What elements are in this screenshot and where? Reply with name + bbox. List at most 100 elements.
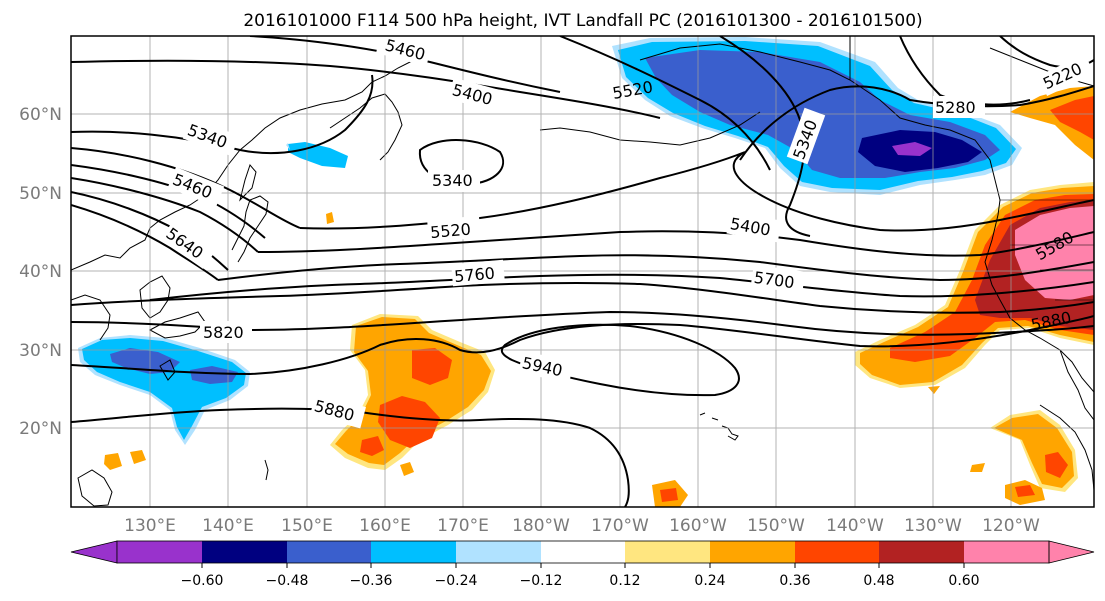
coastline-usa-west [984,214,1094,393]
coastline-philippines [77,469,113,507]
colorbar-bin [879,541,964,563]
lon-label: 130°E [124,516,176,536]
coastline-japan [231,195,269,263]
colorbar-outline [116,540,1050,564]
contour-5280-east [899,36,1031,106]
colorbar-tick-label: 0.48 [863,573,894,589]
positive-anomaly-small-2 [130,450,146,464]
positive-anomaly-small-3 [326,212,334,224]
lon-label: 150°W [747,516,805,536]
contour-5760-main [71,281,1094,314]
colorbar-bin [625,541,710,563]
colorbar-bin [456,541,541,563]
colorbar-bin [371,541,456,563]
negative-anomaly-subtropical-blue2 [190,366,238,384]
negative-anomaly-alaska-purple [892,142,932,156]
lon-label: 170°E [437,516,489,536]
contour-5880-south [71,407,630,507]
positive-anomaly-hawaii-south-red [660,488,678,502]
coastlines [71,36,1094,507]
colorbar-tick-label: −0.60 [181,573,224,589]
colorbar: −0.60 −0.48 −0.36 −0.24 −0.12 0.12 0.24 … [70,540,1095,589]
lat-label: 20°N [19,419,62,439]
positive-anomaly-small-6 [970,463,985,472]
colorbar-bin [202,541,287,563]
colorbar-tick-label: 0.12 [609,573,640,589]
contour-label: 5280 [935,98,976,117]
map-frame [70,35,1095,508]
contour-5940-closed [500,323,740,397]
lat-label: 40°N [19,262,62,282]
positive-anomaly-westpac-red3 [360,436,384,456]
colorbar-tick-label: 0.36 [779,573,810,589]
positive-anomaly-small-5 [928,386,940,394]
coastline-kamchatka [329,93,403,161]
colorbar-tick-label: −0.48 [266,573,309,589]
contour-5340-west [71,74,374,155]
contour-label: 5760 [453,264,495,286]
colorbar-tick-label: −0.36 [350,573,393,589]
colorbar-tick-label: 0.60 [948,573,979,589]
contour-5400-north [71,59,661,119]
coastline-china [71,294,111,341]
positive-anomaly-small-1 [104,453,122,470]
longitude-labels: 130°E 140°E 150°E 160°E 170°E 180°W 170°… [124,516,1040,536]
contour-5640-main [217,254,1094,282]
coastline-sakhalin [239,164,257,202]
coastline-baja [1059,349,1094,421]
map-title: 2016101000 F114 500 hPa height, IVT Land… [243,11,922,31]
contour-5580-main [257,230,1094,257]
lat-label: 60°N [19,105,62,125]
colorbar-extend-high [1048,540,1095,564]
positive-anomaly-small-4 [400,462,414,476]
coastline-mexico [1039,404,1094,491]
positive-anomaly-westpac-red2 [378,396,440,448]
contour-label: 5820 [203,323,244,342]
lon-label: 170°W [591,516,649,536]
contour-5640-low [71,204,219,281]
lat-label: 30°N [19,341,62,361]
contour-5700-main [149,273,1094,301]
positive-anomaly-eastpac-pink [1015,206,1094,300]
colorbar-tick-label: −0.24 [435,573,478,589]
colorbar-tick-label: 0.24 [694,573,725,589]
colorbar-bin [117,541,202,563]
contour-5880-main [71,315,1094,376]
positive-anomaly-mexico-red [1045,452,1068,478]
positive-anomaly-mexico-2-red [1015,485,1035,497]
contour-5460-north [249,36,561,93]
latitude-labels: 60°N 50°N 40°N 30°N 20°N [19,105,62,439]
lon-label: 130°W [904,516,962,536]
positive-anomaly-westpac-red [412,348,452,385]
lon-label: 150°E [281,516,333,536]
contour-label: 5340 [432,171,473,190]
gridlines [71,36,1094,507]
colorbar-bin [710,541,795,563]
colorbar-tick-label: −0.12 [520,573,563,589]
contour-labels: 5460 5400 5520 5280 5220 5340 5340 5340 … [160,36,1094,429]
lon-label: 140°E [202,516,254,536]
lon-label: 160°W [669,516,727,536]
contour-5460-east [559,36,771,171]
colorbar-extend-low [70,540,118,564]
contour-5400-east [739,85,1094,161]
lon-label: 180°W [512,516,570,536]
colorbar-ticks [201,563,965,568]
coastline-us-states [1000,199,1094,301]
lat-label: 50°N [19,184,62,204]
colorbar-bin [287,541,371,563]
lon-label: 160°E [359,516,411,536]
coastline-asia-north [71,57,421,271]
lon-label: 120°W [982,516,1040,536]
contour-label: 5520 [429,220,471,242]
negative-anomaly-kuril-light [286,143,290,150]
positive-anomaly-bc-red [1050,96,1094,140]
contour-5520-low [71,177,259,253]
colorbar-bin [964,541,1049,563]
contour-5520-main [299,151,1094,232]
map-panel: 5460 5400 5520 5280 5220 5340 5340 5340 … [71,36,1094,507]
colorbar-bin [795,541,879,563]
coastline-aleutians [539,111,761,146]
lon-label: 140°W [826,516,884,536]
